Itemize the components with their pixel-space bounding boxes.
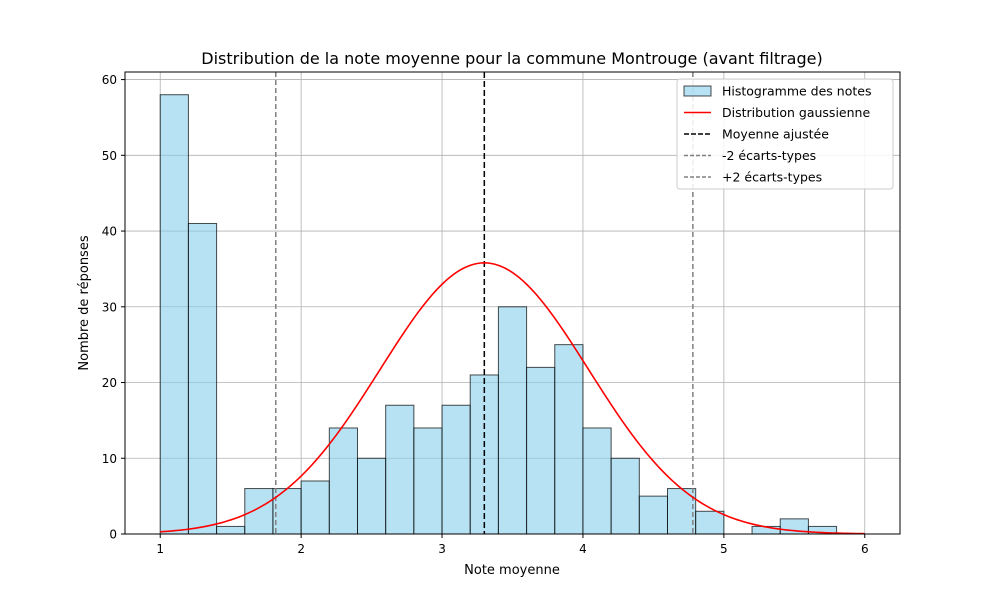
histogram-bar [695,510,725,535]
legend-label: Moyenne ajustée [722,127,829,142]
histogram-bar [554,344,584,535]
legend: Histogramme des notes Distribution gaussi… [676,78,894,190]
histogram-bar [582,427,612,535]
histogram-bar [300,480,330,535]
histogram-bar [159,94,189,535]
legend-box [676,78,894,190]
histogram-bars [159,94,838,535]
y-tick-label: 30 [102,300,117,314]
histogram-bar [441,404,471,535]
y-tick-label: 50 [102,149,117,163]
y-tick-label: 0 [109,528,117,542]
histogram-bar [413,427,443,535]
legend-label: Distribution gaussienne [722,105,870,120]
legend-label: Histogramme des notes [722,84,871,99]
x-tick-label: 2 [297,542,305,556]
y-tick-label: 40 [102,225,117,239]
histogram-bar [526,366,556,535]
histogram-bar [187,222,218,535]
gaussian-curve-group [160,262,865,535]
x-axis-label: Note moyenne [464,563,560,578]
histogram-bar [216,525,246,535]
y-tick-label: 60 [102,73,117,87]
histogram-bar [328,427,358,535]
histogram-bar [357,457,387,535]
x-tick-label: 5 [720,542,728,556]
chart-title: Distribution de la note moyenne pour la … [201,49,822,68]
legend-swatch [683,85,712,97]
histogram-bar [610,457,640,535]
legend-label: +2 écarts-types [722,170,822,185]
y-tick-label: 10 [102,452,117,466]
y-tick-label: 20 [102,376,117,390]
gaussian-curve [160,262,865,535]
histogram-bar [638,495,668,535]
x-tick-label: 3 [438,542,446,556]
plot-frame [124,71,901,535]
histogram-bar [385,404,415,535]
histogram-bar [497,306,528,535]
histogram-bar [244,488,274,535]
x-tick-label: 6 [861,542,869,556]
x-tick-label: 1 [156,542,164,556]
legend-label: -2 écarts-types [722,148,816,163]
x-tick-label: 4 [579,542,587,556]
y-axis-label: Nombre de réponses [77,235,92,370]
